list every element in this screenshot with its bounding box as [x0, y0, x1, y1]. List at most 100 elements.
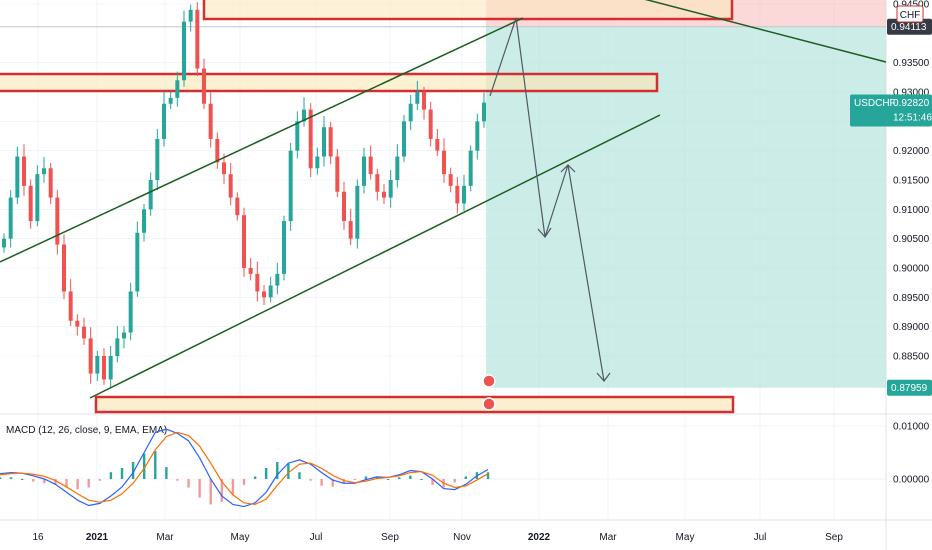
candle-body	[255, 273, 260, 292]
candle-body	[302, 109, 306, 122]
candle-body	[48, 168, 53, 198]
level-label-bg	[887, 379, 932, 396]
projection-arrowhead	[560, 164, 576, 173]
y-tick-label: 0.88500	[893, 352, 930, 363]
y-tick-label: 0.01000	[893, 422, 930, 433]
macd-histogram-bar	[165, 467, 168, 479]
candle-body	[442, 150, 446, 175]
macd-histogram-bar	[198, 479, 201, 498]
candle-body	[42, 168, 46, 175]
macd-histogram-bar	[331, 479, 334, 487]
macd-histogram-bar	[231, 479, 235, 495]
macd-histogram-bar	[176, 479, 179, 481]
macd-histogram-bar	[43, 479, 46, 484]
candle-body	[262, 291, 266, 298]
y-tick-label: 0.92000	[893, 146, 930, 157]
macd-histogram-bar	[242, 479, 246, 485]
currency-tag-bg	[896, 5, 924, 23]
macd-histogram-bar	[20, 479, 24, 480]
candle-body	[82, 326, 86, 339]
macd-histogram-bar	[431, 479, 434, 485]
macd-histogram-bar	[386, 479, 390, 480]
macd-histogram-bar	[32, 479, 35, 482]
candle-body	[342, 191, 346, 222]
candle-body	[315, 156, 320, 169]
candle-body	[68, 291, 73, 321]
candle-body	[335, 156, 340, 192]
candle-body	[95, 356, 100, 374]
y-tick-label: 0.94500	[893, 0, 930, 11]
candle-body	[475, 121, 480, 151]
candle-body	[55, 197, 60, 245]
macd-histogram-bar	[320, 479, 323, 486]
macd-histogram-bar	[453, 479, 456, 483]
candle-body	[388, 180, 393, 198]
macd-histogram-bar	[364, 476, 368, 479]
macd-histogram-bar	[309, 479, 312, 481]
projection-arrowhead	[596, 372, 611, 382]
event-marker-icon[interactable]	[482, 374, 496, 388]
level-label: 0.87959	[891, 383, 928, 394]
macd-histogram-bar	[120, 467, 124, 479]
macd-histogram-bar	[98, 479, 102, 481]
axes: 0.945000.935000.930000.925000.920000.915…	[32, 0, 932, 543]
projection-arrowhead	[537, 227, 552, 238]
candle-body	[22, 156, 26, 186]
x-tick-label: Jul	[310, 532, 323, 543]
macd-histogram-bar	[65, 479, 68, 488]
macd-histogram-bar	[398, 477, 401, 479]
candle-body	[195, 9, 200, 69]
candle-body	[2, 238, 6, 248]
candle-body	[402, 121, 406, 157]
macd-histogram-bar	[276, 462, 279, 479]
macd-histogram-bar	[142, 453, 146, 479]
macd-histogram-bar	[409, 475, 412, 479]
candle-body	[368, 156, 373, 175]
candle-body	[228, 174, 233, 198]
candle-body	[348, 221, 353, 239]
candle-body	[268, 285, 273, 298]
candle-body	[148, 180, 153, 210]
y-tick-label: 0.91500	[893, 176, 930, 187]
x-tick-label: 16	[32, 532, 44, 543]
signal-line	[0, 431, 489, 506]
macd-histogram-bar	[264, 467, 268, 479]
candles	[2, 2, 486, 389]
macd-line	[0, 428, 489, 508]
y-tick-label: 0.93500	[893, 58, 930, 69]
candle-body	[88, 338, 93, 374]
candle-body	[168, 97, 173, 104]
candle-body	[275, 273, 280, 286]
supply-zone-box	[0, 72, 659, 93]
x-tick-label: May	[676, 532, 695, 543]
macd-histogram-bar	[220, 479, 224, 502]
candle-body	[182, 21, 186, 81]
channel-upper-line	[0, 17, 524, 263]
candle-body	[162, 103, 166, 139]
x-tick-label: Mar	[156, 532, 174, 543]
macd-histogram-bar	[287, 463, 290, 479]
candle-body	[155, 138, 160, 180]
y-tick-label: 0.90500	[893, 234, 930, 245]
candle-body	[75, 320, 80, 327]
candle-body	[208, 103, 213, 139]
candle-body	[428, 109, 433, 139]
candle-body	[102, 356, 106, 380]
x-tick-label: Mar	[599, 532, 617, 543]
candle-body	[175, 80, 180, 98]
resistance-fill	[204, 0, 732, 19]
supply-zone-fill	[0, 74, 657, 91]
candle-body	[455, 185, 460, 204]
macd-histogram-bar	[109, 472, 113, 479]
candle-body	[188, 9, 193, 22]
y-tick-label: 0.93000	[893, 88, 930, 99]
candle-body	[35, 174, 40, 222]
candle-body	[115, 338, 120, 356]
x-tick-label: Sep	[825, 532, 843, 543]
price-label-symbol: USDCHF	[854, 98, 896, 109]
candle-body	[362, 156, 366, 186]
macd-histogram-bar	[154, 451, 157, 479]
demand-zone-fill	[96, 397, 733, 412]
flag-marker-icon[interactable]	[482, 397, 496, 411]
candle-body	[135, 232, 140, 292]
